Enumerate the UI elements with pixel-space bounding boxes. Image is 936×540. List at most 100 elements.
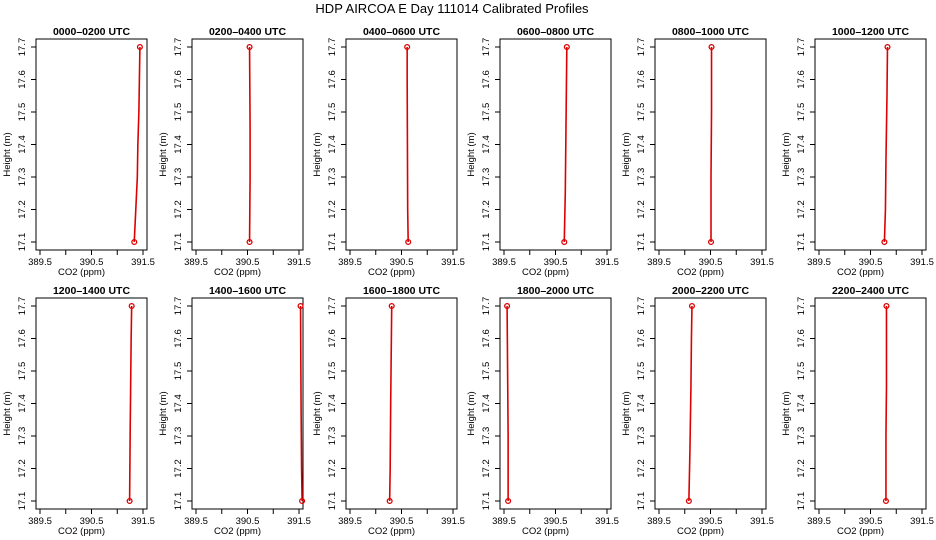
panel-7: 1200–1400 UTC 389.5 390.5 391.5 CO2 (ppm) 17.…	[2, 285, 155, 537]
profile-endpoint	[883, 302, 890, 310]
profile-line	[406, 47, 409, 243]
profile-endpoint	[246, 238, 253, 246]
y-tick-label: 17.5	[636, 362, 647, 381]
profile-endpoint	[561, 238, 568, 246]
figure-title: HDP AIRCOA E Day 111014 Calibrated Profi…	[315, 1, 589, 16]
y-tick-label: 17.3	[17, 427, 28, 446]
x-tick-label: 391.5	[287, 257, 311, 268]
y-tick-label: 17.1	[17, 233, 28, 252]
y-tick-label: 17.2	[327, 459, 338, 478]
y-tick-label: 17.6	[636, 70, 647, 89]
profile-line	[885, 306, 888, 501]
y-tick-label: 17.6	[796, 70, 807, 89]
panel-5: 0800–1000 UTC 389.5 390.5 391.5 CO2 (ppm) 17.…	[621, 26, 774, 278]
panel-title: 0800–1000 UTC	[672, 26, 749, 38]
y-tick-label: 17.5	[481, 103, 492, 122]
y-axis-label: Height (m)	[312, 391, 323, 435]
y-tick-label: 17.2	[796, 459, 807, 478]
x-tick-label: 389.5	[184, 257, 208, 268]
y-tick-label: 17.3	[796, 168, 807, 187]
x-axis-label: CO2 (ppm)	[522, 526, 569, 537]
y-tick-label: 17.3	[327, 168, 338, 187]
panel-title: 0600–0800 UTC	[517, 26, 594, 38]
x-axis-label: CO2 (ppm)	[677, 526, 724, 537]
panel-title: 1200–1400 UTC	[53, 285, 130, 297]
profile-endpoint	[505, 497, 512, 505]
y-tick-label: 17.4	[481, 135, 492, 154]
x-tick-label: 391.5	[441, 257, 465, 268]
x-tick-label: 389.5	[338, 257, 362, 268]
panels-grid: 0000–0200 UTC 389.5 390.5 391.5 CO2 (ppm) 17.…	[2, 26, 934, 537]
x-tick-label: 391.5	[131, 257, 155, 268]
profile-line	[248, 46, 251, 243]
y-tick-label: 17.2	[636, 459, 647, 478]
y-tick-label: 17.7	[636, 38, 647, 57]
panel-title: 1600–1800 UTC	[363, 285, 440, 297]
x-tick-label: 389.5	[647, 257, 671, 268]
x-tick-label: 391.5	[750, 257, 774, 268]
y-tick-label: 17.4	[636, 135, 647, 154]
x-axis-label: CO2 (ppm)	[677, 267, 724, 278]
profile-endpoint	[688, 302, 696, 310]
y-tick-label: 17.2	[796, 200, 807, 219]
x-tick-label: 390.5	[544, 516, 568, 527]
y-tick-label: 17.4	[173, 135, 184, 154]
y-tick-label: 17.1	[481, 233, 492, 252]
x-tick-label: 390.5	[390, 516, 414, 527]
panel-9: 1600–1800 UTC 389.5 390.5 391.5 CO2 (ppm) 17.…	[312, 285, 465, 537]
y-tick-label: 17.2	[173, 200, 184, 219]
y-tick-label: 17.4	[796, 135, 807, 154]
y-tick-label: 17.7	[636, 297, 647, 316]
profile-line	[299, 305, 303, 502]
profile-endpoint	[404, 43, 411, 51]
x-tick-label: 390.5	[236, 516, 260, 527]
plot-frame	[814, 297, 927, 510]
panel-title: 1400–1600 UTC	[209, 285, 286, 297]
y-tick-label: 17.3	[173, 427, 184, 446]
y-tick-label: 17.1	[636, 492, 647, 511]
profile-endpoint	[685, 497, 692, 505]
y-tick-label: 17.6	[173, 70, 184, 89]
plot-frame	[345, 297, 458, 510]
panel-title: 0000–0200 UTC	[53, 26, 130, 38]
y-tick-label: 17.4	[481, 394, 492, 413]
y-tick-label: 17.4	[173, 394, 184, 413]
x-tick-label: 391.5	[131, 516, 155, 527]
y-tick-label: 17.3	[796, 427, 807, 446]
y-tick-label: 17.5	[327, 362, 338, 381]
x-tick-label: 389.5	[807, 257, 831, 268]
profile-endpoint	[131, 238, 138, 246]
profile-line	[710, 47, 713, 242]
y-tick-label: 17.3	[327, 427, 338, 446]
profile-endpoint	[297, 302, 304, 310]
plot-frame	[191, 297, 304, 510]
y-axis-label: Height (m)	[2, 391, 13, 435]
y-tick-label: 17.1	[17, 492, 28, 511]
panel-8: 1400–1600 UTC 389.5 390.5 391.5 CO2 (ppm) 17.…	[158, 285, 311, 537]
x-axis-label: CO2 (ppm)	[214, 526, 261, 537]
profile-line	[563, 46, 568, 243]
profile-endpoint	[707, 238, 715, 246]
y-tick-label: 17.5	[327, 103, 338, 122]
profile-endpoint	[884, 43, 891, 51]
x-tick-label: 389.5	[28, 516, 52, 527]
y-tick-label: 17.2	[481, 200, 492, 219]
y-tick-label: 17.1	[796, 233, 807, 252]
y-tick-label: 17.7	[17, 297, 28, 316]
y-axis-label: Height (m)	[312, 132, 323, 176]
profile-endpoint	[126, 497, 133, 505]
y-tick-label: 17.6	[17, 70, 28, 89]
x-tick-label: 389.5	[807, 516, 831, 527]
y-tick-label: 17.6	[636, 329, 647, 348]
y-tick-label: 17.7	[481, 297, 492, 316]
profile-endpoint	[136, 43, 143, 51]
profile-endpoint	[386, 497, 393, 505]
y-tick-label: 17.1	[327, 492, 338, 511]
profile-line	[688, 305, 693, 502]
panel-1: 0000–0200 UTC 389.5 390.5 391.5 CO2 (ppm) 17.…	[2, 26, 155, 278]
y-tick-label: 17.6	[17, 329, 28, 348]
panel-title: 0400–0600 UTC	[363, 26, 440, 38]
y-tick-label: 17.2	[17, 459, 28, 478]
x-tick-label: 390.5	[859, 257, 883, 268]
x-tick-label: 389.5	[647, 516, 671, 527]
